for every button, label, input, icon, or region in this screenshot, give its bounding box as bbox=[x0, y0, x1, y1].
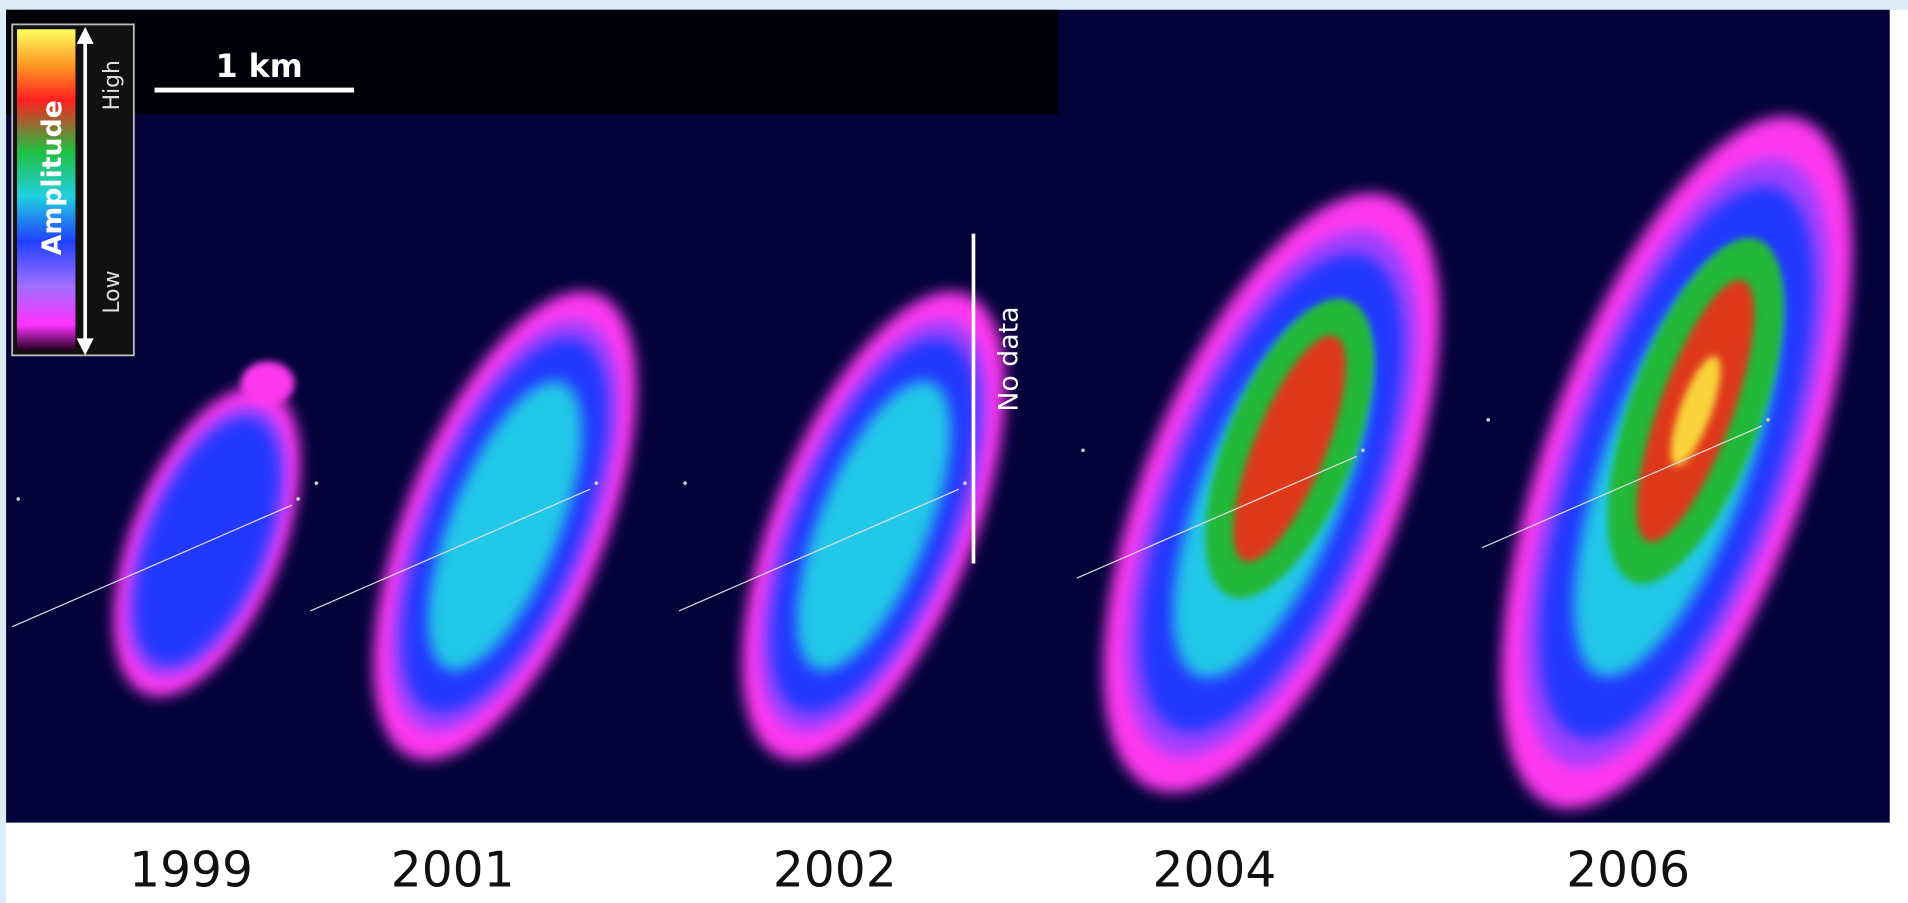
scale-area bbox=[6, 10, 1059, 115]
well-dot bbox=[296, 497, 300, 501]
top-strip bbox=[0, 0, 1908, 10]
year-label: 2002 bbox=[773, 843, 897, 899]
figure: Amplitude High Low 1 km No data 1999 2001… bbox=[0, 0, 1908, 903]
well-dot bbox=[963, 481, 967, 485]
well-dot bbox=[315, 481, 319, 485]
well-dot bbox=[1486, 418, 1490, 422]
well-dot bbox=[1361, 448, 1365, 452]
year-label: 2004 bbox=[1152, 843, 1276, 899]
legend-low: Low bbox=[100, 271, 125, 314]
legend-title: Amplitude bbox=[37, 100, 68, 255]
well-dot bbox=[594, 481, 598, 485]
year-label: 1999 bbox=[129, 843, 253, 899]
scale-label: 1 km bbox=[216, 49, 303, 85]
plume-layer bbox=[241, 361, 295, 405]
well-dot bbox=[16, 497, 20, 501]
well-dot bbox=[683, 481, 687, 485]
year-label: 2001 bbox=[391, 843, 515, 899]
well-dot bbox=[1766, 418, 1770, 422]
page: Amplitude High Low 1 km No data 1999 2001… bbox=[0, 0, 1908, 903]
no-data-label: No data bbox=[993, 306, 1024, 411]
well-dot bbox=[1081, 448, 1085, 452]
left-strip bbox=[0, 0, 6, 903]
legend-high: High bbox=[100, 60, 125, 110]
year-label: 2006 bbox=[1566, 843, 1690, 899]
